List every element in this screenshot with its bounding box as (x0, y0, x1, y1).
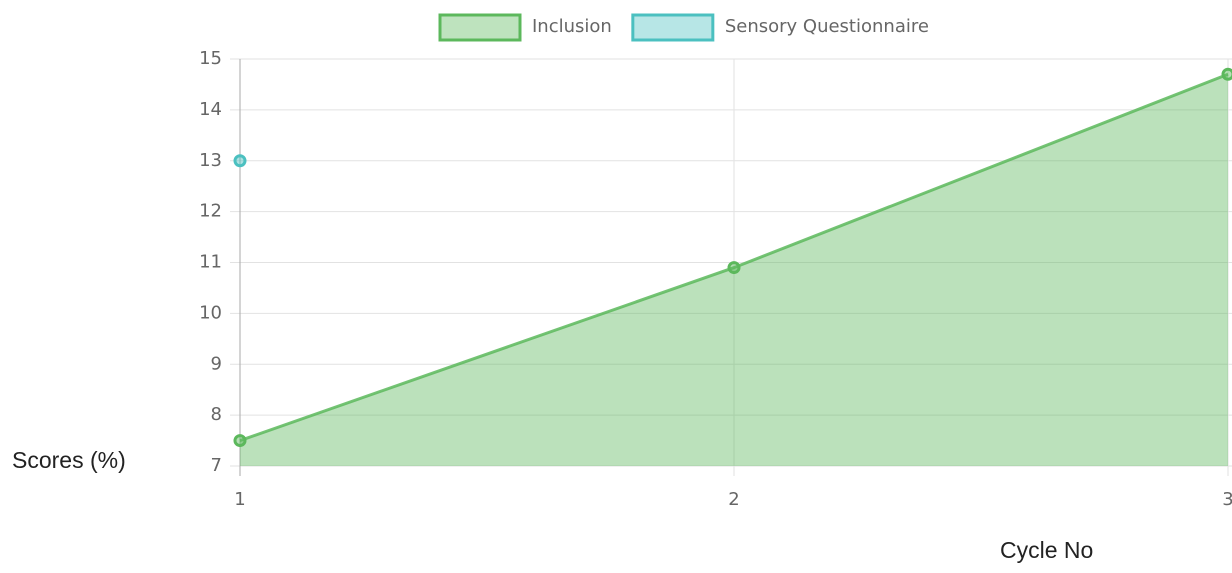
y-tick-label: 7 (211, 455, 222, 476)
y-tick-label: 10 (199, 302, 222, 323)
x-tick-label: 3 (1222, 489, 1232, 510)
y-tick-label: 15 (199, 48, 222, 69)
y-axis-label: Scores (%) (12, 447, 126, 473)
x-tick-label: 2 (728, 489, 739, 510)
legend-swatch (438, 13, 522, 42)
y-tick-label: 14 (199, 99, 222, 120)
legend-label: Inclusion (532, 16, 612, 37)
y-tick-label: 8 (211, 404, 222, 425)
y-tick-label: 12 (199, 201, 222, 222)
line (239, 72, 1229, 442)
legend-label: Sensory Questionnaire (725, 16, 929, 37)
x-tick-label: 1 (234, 489, 245, 510)
point (727, 261, 741, 275)
y-tick-label: 11 (199, 252, 222, 273)
point (233, 154, 247, 168)
legend-swatch (631, 13, 715, 42)
y-tick-label: 9 (211, 353, 222, 374)
y-tick-label: 13 (199, 150, 222, 171)
point (233, 434, 247, 448)
point (1221, 67, 1232, 81)
x-axis-label: Cycle No (1000, 537, 1093, 563)
